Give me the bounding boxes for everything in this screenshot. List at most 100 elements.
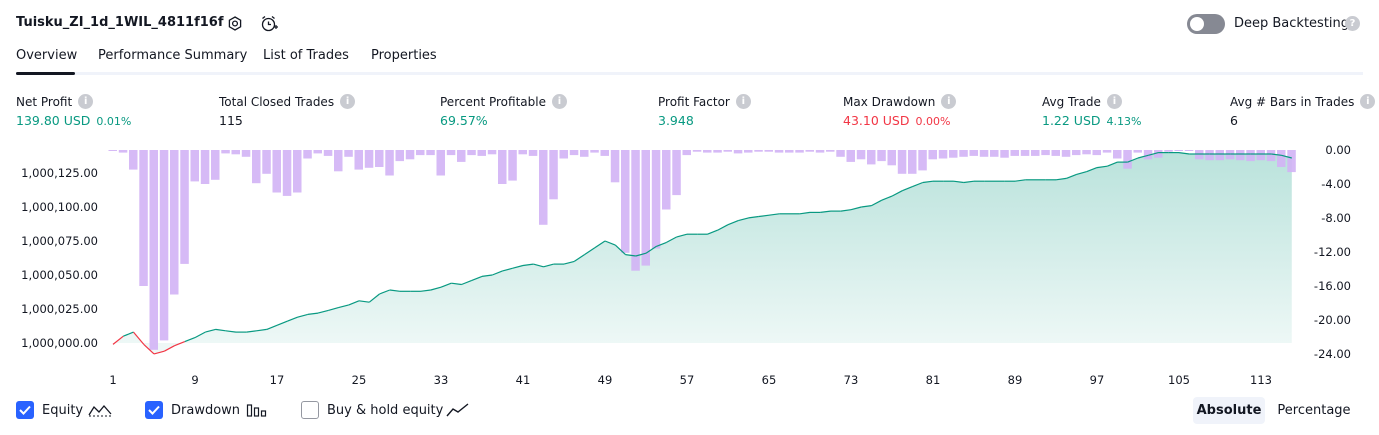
drawdown-bar — [313, 150, 322, 154]
drawdown-bar — [1092, 150, 1101, 156]
equity-line-segment — [594, 240, 606, 249]
buy-hold-line-icon — [446, 402, 470, 422]
percentage-button[interactable]: Percentage — [1277, 403, 1351, 418]
y-left-tick-label: 1,000,100.00 — [21, 200, 98, 214]
metric-value-text: 1.22 USD — [1042, 113, 1101, 128]
drawdown-bar — [1102, 150, 1112, 153]
tab-properties[interactable]: Properties — [371, 48, 437, 63]
equity-drawdown-chart[interactable]: 1,000,000.00 1,000,025.00 1,000,050.00 1,00… — [0, 140, 1379, 390]
equity-line-segment — [1127, 157, 1139, 163]
drawdown-bar — [610, 150, 620, 183]
equity-line-icon — [88, 402, 112, 422]
info-icon[interactable]: i — [78, 94, 94, 109]
absolute-button[interactable]: Absolute — [1193, 397, 1265, 424]
drawdown-bar — [836, 150, 845, 157]
y-left-tick-label: 1,000,075.00 — [21, 234, 98, 248]
y-right-tick-label: 0.00 — [1325, 143, 1351, 157]
metric-net-profit-label: Net Profit i — [16, 94, 94, 109]
drawdown-bar — [1266, 150, 1276, 162]
buy-hold-checkbox[interactable] — [301, 401, 319, 419]
drawdown-bar — [1184, 150, 1194, 151]
drawdown-checkbox[interactable] — [145, 401, 163, 419]
drawdown-bar — [354, 150, 363, 170]
equity-line-segment — [522, 263, 534, 267]
y-right-tick-label: -20.00 — [1314, 313, 1351, 327]
metric-value-text: 69.57% — [440, 113, 488, 128]
equity-line-segment — [1281, 154, 1292, 159]
buy-hold-legend-label: Buy & hold equity — [327, 403, 444, 418]
drawdown-bar — [733, 150, 743, 154]
drawdown-bar — [1195, 150, 1204, 160]
drawdown-bar — [662, 150, 671, 210]
equity-line-segment — [1096, 165, 1108, 169]
tab-overview[interactable]: Overview — [16, 48, 78, 63]
drawdown-bar — [785, 150, 794, 153]
drawdown-bar — [590, 150, 599, 153]
drawdown-bar — [395, 150, 404, 162]
drawdown-bar — [1256, 150, 1265, 161]
equity-line-segment — [727, 220, 739, 226]
metric-avg-trade-value: 1.22 USD 4.13% — [1042, 113, 1141, 128]
tab-bar-divider — [16, 72, 1363, 75]
drawdown-bar — [1133, 150, 1142, 153]
info-icon[interactable]: i — [941, 94, 957, 109]
equity-line-segment — [317, 309, 329, 314]
drawdown-bar — [580, 150, 589, 157]
info-icon[interactable]: i — [551, 94, 567, 109]
equity-line-segment — [850, 206, 862, 211]
equity-line-segment — [891, 190, 903, 197]
drawdown-bar — [1215, 150, 1224, 161]
equity-line-segment — [543, 263, 554, 268]
drawdown-bar — [559, 150, 568, 159]
drawdown-bar — [528, 150, 538, 156]
x-tick-label: 65 — [762, 373, 777, 387]
metric-percent-profitable-label: Percent Profitable i — [440, 94, 567, 109]
drawdown-bar — [241, 150, 251, 157]
equity-line-segment — [738, 217, 749, 222]
y-right-tick-label: -4.00 — [1321, 177, 1351, 191]
drawdown-bar — [754, 150, 763, 152]
drawdown-bar — [170, 150, 179, 295]
drawdown-bar — [949, 150, 958, 158]
equity-line-segment — [861, 205, 872, 208]
drawdown-bar — [969, 150, 978, 156]
equity-line-segment — [276, 320, 288, 326]
drawdown-bar — [200, 150, 210, 184]
equity-line-segment — [820, 210, 831, 213]
equity-line-segment — [1066, 173, 1077, 179]
equity-area — [113, 152, 1292, 354]
metric-value-text: 115 — [219, 113, 243, 128]
x-tick-label: 57 — [680, 373, 695, 387]
deep-backtesting-toggle[interactable] — [1187, 14, 1225, 34]
equity-checkbox[interactable] — [16, 401, 34, 419]
drawdown-bar — [518, 150, 527, 155]
info-icon[interactable]: i — [340, 94, 356, 109]
equity-line-segment — [512, 264, 524, 269]
info-icon[interactable]: i — [735, 94, 751, 109]
drawdown-bar — [713, 150, 722, 153]
equity-line-segment — [225, 330, 237, 333]
gear-icon[interactable] — [225, 14, 245, 34]
drawdown-bar — [877, 150, 886, 162]
drawdown-bar — [1287, 150, 1296, 173]
metric-total-closed-trades-value: 115 — [219, 113, 243, 128]
drawdown-bar — [129, 150, 138, 170]
tab-performance-summary[interactable]: Performance Summary — [98, 48, 248, 63]
x-tick-label: 81 — [926, 373, 941, 387]
drawdown-bar — [221, 150, 230, 154]
equity-line-segment — [123, 331, 134, 337]
drawdown-bar — [631, 150, 640, 271]
alarm-clock-icon[interactable] — [259, 14, 279, 34]
drawdown-bar — [641, 150, 650, 266]
drawdown-bar — [211, 150, 220, 180]
info-icon[interactable]: i — [1106, 94, 1122, 109]
equity-line-segment — [451, 282, 462, 286]
drawdown-bar — [436, 150, 445, 176]
equity-line-segment — [143, 343, 155, 355]
equity-line-segment — [174, 341, 186, 347]
equity-line-segment — [389, 289, 401, 292]
help-icon[interactable]: ? — [1345, 16, 1360, 31]
info-icon[interactable]: i — [1360, 94, 1376, 109]
equity-line-segment — [912, 181, 924, 188]
tab-list-of-trades[interactable]: List of Trades — [263, 48, 349, 63]
